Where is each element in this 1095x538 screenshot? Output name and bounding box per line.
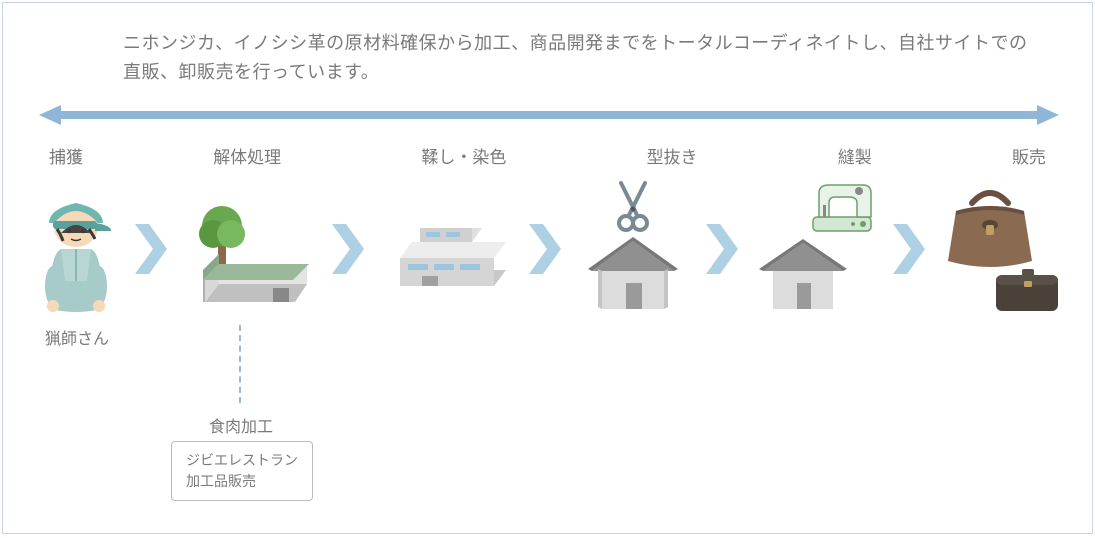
branch-dashed-line xyxy=(239,325,241,403)
description-text: ニホンジカ、イノシシ革の原材料確保から加工、商品開発までをトータルコーディネイト… xyxy=(123,29,1032,87)
products-icon xyxy=(942,181,1062,316)
gibier-box: ジビエレストラン 加工品販売 xyxy=(171,441,313,501)
diecut-icon xyxy=(578,181,688,316)
meat-processing-label: 食肉加工 xyxy=(209,413,273,437)
diagram-frame: ニホンジカ、イノシシ革の原材料確保から加工、商品開発までをトータルコーディネイト… xyxy=(2,2,1093,534)
gibier-line2: 加工品販売 xyxy=(186,471,298,492)
stage-labels-row: 捕獲 解体処理 鞣し・染色 型抜き 縫製 販売 xyxy=(45,143,1050,168)
chevron-icon xyxy=(332,224,364,274)
timeline-arrow xyxy=(39,105,1059,125)
stage-label: 販売 xyxy=(1012,143,1046,168)
stage-label: 型抜き xyxy=(647,143,698,168)
hunter-icon xyxy=(33,181,118,316)
stage-label: 縫製 xyxy=(838,143,872,168)
chevron-icon xyxy=(135,224,167,274)
process-flow-row xyxy=(33,181,1062,316)
chevron-icon xyxy=(529,224,561,274)
stage-label: 捕獲 xyxy=(49,143,83,168)
sewing-icon xyxy=(755,181,875,316)
stage-label: 鞣し・染色 xyxy=(421,143,506,168)
factory-icon xyxy=(382,194,512,304)
gibier-line1: ジビエレストラン xyxy=(186,450,298,471)
facility-icon xyxy=(185,184,315,314)
chevron-icon xyxy=(893,224,925,274)
stage-label: 解体処理 xyxy=(213,143,281,168)
hunter-caption: 猟師さん xyxy=(45,325,109,349)
chevron-icon xyxy=(706,224,738,274)
